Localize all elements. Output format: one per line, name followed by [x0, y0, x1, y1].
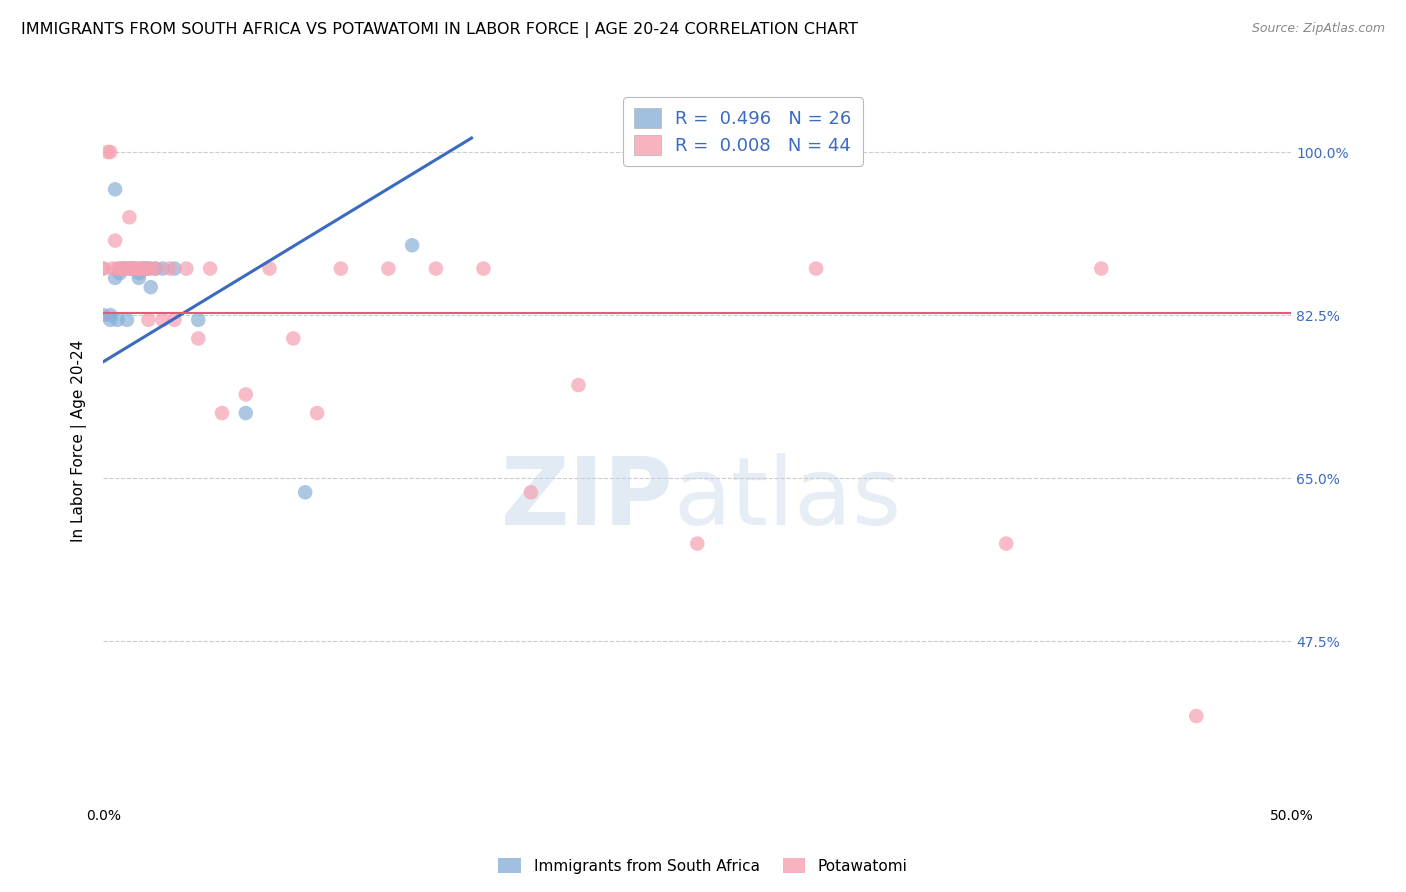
Point [108, 266, 131, 280]
Point [104, 271, 127, 285]
Point [122, 261, 145, 276]
Point [121, 261, 143, 276]
Point [128, 261, 150, 276]
Point [187, 313, 209, 327]
Legend: Immigrants from South Africa, Potawatomi: Immigrants from South Africa, Potawatomi [492, 852, 914, 880]
Point [135, 261, 157, 276]
Point [139, 280, 162, 294]
Point [132, 261, 155, 276]
Point [294, 485, 316, 500]
Point [118, 211, 141, 225]
Point [401, 238, 423, 252]
Point [567, 378, 589, 392]
Point [425, 261, 447, 276]
Text: atlas: atlas [673, 453, 901, 545]
Point [145, 261, 167, 276]
Point [115, 313, 138, 327]
Text: IMMIGRANTS FROM SOUTH AFRICA VS POTAWATOMI IN LABOR FORCE | AGE 20-24 CORRELATIO: IMMIGRANTS FROM SOUTH AFRICA VS POTAWATO… [21, 22, 858, 38]
Point [128, 271, 150, 285]
Point [108, 261, 131, 276]
Point [129, 261, 152, 276]
Point [995, 536, 1018, 550]
Point [152, 261, 174, 276]
Point [152, 313, 174, 327]
Point [283, 331, 305, 345]
Point [128, 266, 150, 280]
Point [377, 261, 399, 276]
Point [111, 261, 134, 276]
Point [104, 234, 127, 248]
Point [211, 406, 233, 420]
Point [114, 261, 136, 276]
Text: ZIP: ZIP [501, 453, 673, 545]
Point [91, 308, 114, 322]
Point [98, 145, 121, 159]
Point [122, 261, 145, 276]
Point [1090, 261, 1112, 276]
Point [91, 261, 114, 276]
Point [98, 313, 121, 327]
Point [1185, 709, 1208, 723]
Point [101, 261, 124, 276]
Point [111, 261, 134, 276]
Point [98, 308, 121, 322]
Point [114, 261, 136, 276]
Point [91, 261, 114, 276]
Point [118, 261, 141, 276]
Point [139, 261, 162, 276]
Text: Source: ZipAtlas.com: Source: ZipAtlas.com [1251, 22, 1385, 36]
Point [686, 536, 709, 550]
Point [235, 387, 257, 401]
Point [187, 331, 209, 345]
Point [198, 261, 221, 276]
Point [472, 261, 495, 276]
Point [145, 261, 167, 276]
Point [115, 261, 138, 276]
Point [329, 261, 352, 276]
Point [163, 313, 186, 327]
Point [125, 261, 148, 276]
Point [97, 145, 120, 159]
Point [138, 261, 160, 276]
Point [307, 406, 329, 420]
Y-axis label: In Labor Force | Age 20-24: In Labor Force | Age 20-24 [72, 340, 87, 542]
Point [107, 261, 129, 276]
Point [104, 182, 127, 196]
Legend: R =  0.496   N = 26, R =  0.008   N = 44: R = 0.496 N = 26, R = 0.008 N = 44 [623, 97, 862, 166]
Point [520, 485, 543, 500]
Point [259, 261, 281, 276]
Point [135, 261, 157, 276]
Point [176, 261, 198, 276]
Point [132, 261, 155, 276]
Point [107, 313, 129, 327]
Point [121, 261, 143, 276]
Point [138, 313, 160, 327]
Point [235, 406, 257, 420]
Point [159, 261, 181, 276]
Point [163, 261, 186, 276]
Point [804, 261, 827, 276]
